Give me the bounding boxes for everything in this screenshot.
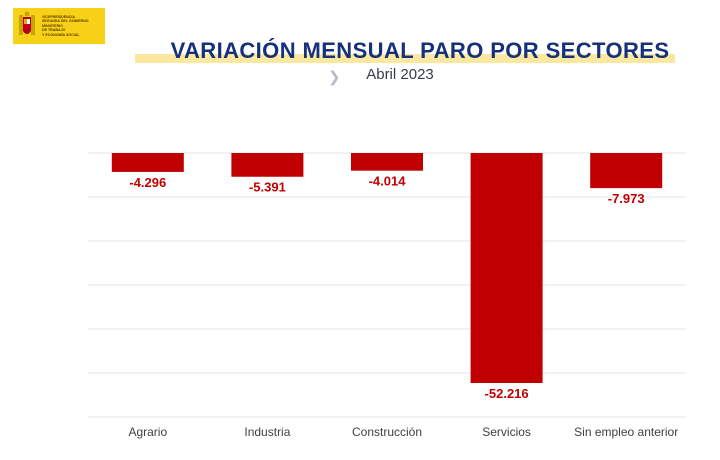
bar-servicios xyxy=(470,153,543,383)
data-label: -7.973 xyxy=(608,191,645,206)
bar-sin-empleo-anterior xyxy=(590,153,663,189)
chart-subtitle: Abril 2023 xyxy=(366,66,434,83)
category-label: Servicios xyxy=(482,425,531,439)
chevron-right-icon: ❯ xyxy=(328,69,341,86)
coat-of-arms-icon xyxy=(19,11,35,35)
title-highlight-band xyxy=(135,54,675,63)
data-label: -4.014 xyxy=(369,174,407,189)
bar-agrario xyxy=(111,153,184,172)
data-label: -4.296 xyxy=(129,175,166,190)
bar-industria xyxy=(231,153,304,177)
government-logo: VICEPRESIDENCIA SEGUNDA DEL GOBIERNO MIN… xyxy=(13,8,105,44)
logo-text: VICEPRESIDENCIA SEGUNDA DEL GOBIERNO MIN… xyxy=(42,14,89,37)
category-label: Sin empleo anterior xyxy=(574,425,678,439)
chart-title: VARIACIÓN MENSUAL PARO POR SECTORES xyxy=(170,38,670,63)
category-label: Construcción xyxy=(352,425,422,439)
category-label: Industria xyxy=(244,425,290,439)
data-label: -5.391 xyxy=(249,180,286,195)
bar-construcción xyxy=(351,153,423,171)
category-label: Agrario xyxy=(128,425,167,439)
data-label: -52.216 xyxy=(485,386,529,401)
